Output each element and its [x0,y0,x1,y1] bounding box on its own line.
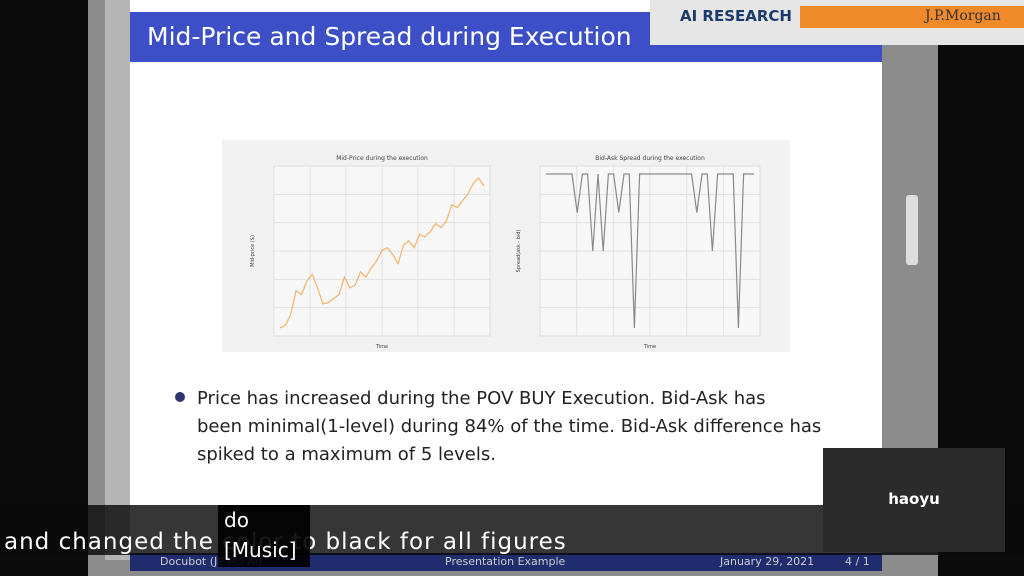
x-axis-label: Time [643,344,656,350]
caption-words: do [Music] [218,505,310,567]
bullet-line: been minimal(1-level) during 84% of the … [197,416,822,437]
scrollbar[interactable] [906,195,918,265]
banner-stripe [800,6,1024,28]
bullet-text: Price has increased during the POV BUY E… [197,385,821,469]
slide-title: Mid-Price and Spread during Execution [147,22,632,51]
chart-title: Bid-Ask Spread during the execution [595,155,705,162]
banner: AI RESEARCH J.P.Morgan [650,0,1024,45]
footer-date: January 29, 2021 [720,555,815,568]
caption-word: [Music] [224,538,297,562]
banner-right: J.P.Morgan [925,8,1001,24]
bullet-dot [175,392,185,402]
bullet-line: Price has increased during the POV BUY E… [197,388,766,409]
sidebar [105,0,130,560]
x-axis-label: Time [375,344,388,350]
y-axis-label: Mid-price ($) [250,235,256,267]
data-line [546,173,754,329]
banner-left: AI RESEARCH [680,7,792,25]
footer-center: Presentation Example [445,555,566,568]
caption-word: do [224,508,249,532]
y-axis-label: Spread(ask - bid) [516,230,522,273]
footer-page: 4 / 1 [845,555,870,568]
charts-figure: Mid-Price during the execution Time Mid-pr… [222,140,790,352]
bullet-line: spiked to a maximum of 5 levels. [197,444,496,465]
participant-name: haoyu [888,490,940,508]
data-line [279,177,485,329]
participant-tile[interactable]: haoyu [823,448,1005,552]
chart-title: Mid-Price during the execution [336,155,428,162]
